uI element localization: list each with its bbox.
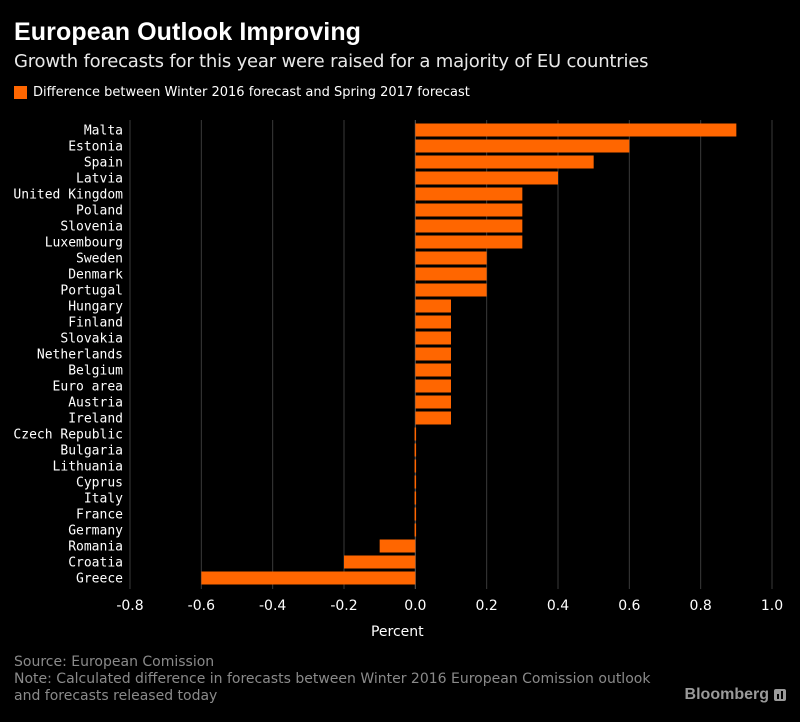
bar xyxy=(414,507,417,521)
category-label: Poland xyxy=(76,204,123,219)
category-label: Belgium xyxy=(68,364,123,379)
bar xyxy=(415,315,451,329)
legend-label: Difference between Winter 2016 forecast … xyxy=(33,84,470,100)
category-label: Denmark xyxy=(68,268,123,283)
x-tick-label: 0.8 xyxy=(690,598,712,614)
x-tick-label: 0.4 xyxy=(547,598,569,614)
category-label: France xyxy=(76,508,123,523)
category-label: Czech Republic xyxy=(13,428,123,443)
bar xyxy=(415,299,451,313)
bar xyxy=(415,283,487,297)
category-label: Slovakia xyxy=(60,332,123,347)
x-tick-label: -0.6 xyxy=(188,598,215,614)
category-label: Bulgaria xyxy=(60,444,123,459)
x-tick-label: 0.6 xyxy=(618,598,640,614)
bar xyxy=(344,555,416,569)
x-tick-label: -0.2 xyxy=(330,598,357,614)
x-tick-label: -0.4 xyxy=(259,598,286,614)
bar xyxy=(415,395,451,409)
bar xyxy=(415,203,523,217)
bar xyxy=(414,443,417,457)
bloomberg-chart-icon xyxy=(774,689,786,701)
category-label: United Kingdom xyxy=(13,188,123,203)
bar xyxy=(415,251,487,265)
category-label: Greece xyxy=(76,572,123,587)
bar xyxy=(415,171,558,185)
category-label: Luxembourg xyxy=(45,236,123,251)
x-axis-label: Percent xyxy=(371,624,424,640)
bar xyxy=(414,427,417,441)
brand-name: Bloomberg xyxy=(684,686,769,703)
bar xyxy=(415,267,487,281)
category-label: Croatia xyxy=(68,556,123,571)
category-label: Netherlands xyxy=(37,348,123,363)
category-label: Germany xyxy=(68,524,123,539)
category-label: Euro area xyxy=(53,380,123,395)
legend: Difference between Winter 2016 forecast … xyxy=(14,84,470,100)
bar xyxy=(414,475,417,489)
x-tick-label: 1.0 xyxy=(761,598,783,614)
footnote-line-2: and forecasts released today xyxy=(14,688,218,704)
category-label: Estonia xyxy=(68,140,123,155)
footnote-line-1: Note: Calculated difference in forecasts… xyxy=(14,671,651,687)
bar xyxy=(414,491,417,505)
category-label: Romania xyxy=(68,540,123,555)
category-label: Malta xyxy=(84,124,123,139)
category-label: Hungary xyxy=(68,300,123,315)
bar xyxy=(379,539,416,553)
bar xyxy=(415,363,451,377)
bar xyxy=(415,155,594,169)
category-label: Austria xyxy=(68,396,123,411)
x-tick-label: 0.2 xyxy=(476,598,498,614)
bar xyxy=(415,187,523,201)
bar xyxy=(415,379,451,393)
bar xyxy=(415,347,451,361)
category-label: Spain xyxy=(84,156,123,171)
bar xyxy=(415,123,737,137)
bar xyxy=(414,459,417,473)
category-label: Slovenia xyxy=(60,220,123,235)
category-label: Sweden xyxy=(76,252,123,267)
x-tick-label: -0.8 xyxy=(116,598,143,614)
bloomberg-logo: Bloomberg xyxy=(685,686,786,704)
bar xyxy=(415,331,451,345)
category-label: Ireland xyxy=(68,412,123,427)
source-note: Source: European Comission xyxy=(14,654,215,670)
bar xyxy=(415,235,523,249)
bar xyxy=(415,219,523,233)
category-label: Latvia xyxy=(76,172,123,187)
bar xyxy=(415,139,630,153)
category-label: Finland xyxy=(68,316,123,331)
category-label: Cyprus xyxy=(76,476,123,491)
category-label: Portugal xyxy=(60,284,123,299)
chart-subtitle: Growth forecasts for this year were rais… xyxy=(14,51,649,72)
category-label: Lithuania xyxy=(53,460,123,475)
bar xyxy=(201,571,416,585)
chart-title: European Outlook Improving xyxy=(14,18,362,46)
category-label: Italy xyxy=(84,492,123,507)
x-tick-label: 0.0 xyxy=(404,598,426,614)
bar xyxy=(414,523,417,537)
legend-swatch xyxy=(14,85,27,99)
bar xyxy=(415,411,451,425)
